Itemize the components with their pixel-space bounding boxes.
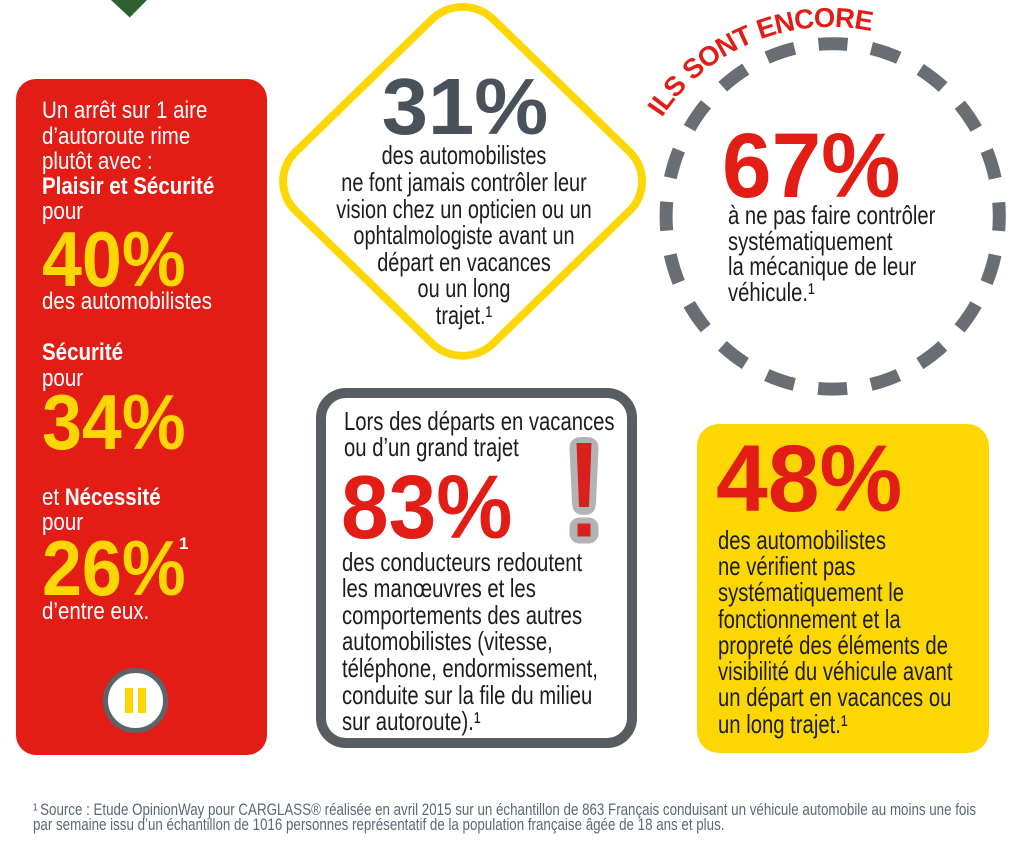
svg-text:E: E [852, 3, 875, 37]
svg-text:C: C [792, 2, 816, 35]
svg-text:R: R [834, 2, 856, 34]
svg-text:O: O [813, 2, 835, 34]
